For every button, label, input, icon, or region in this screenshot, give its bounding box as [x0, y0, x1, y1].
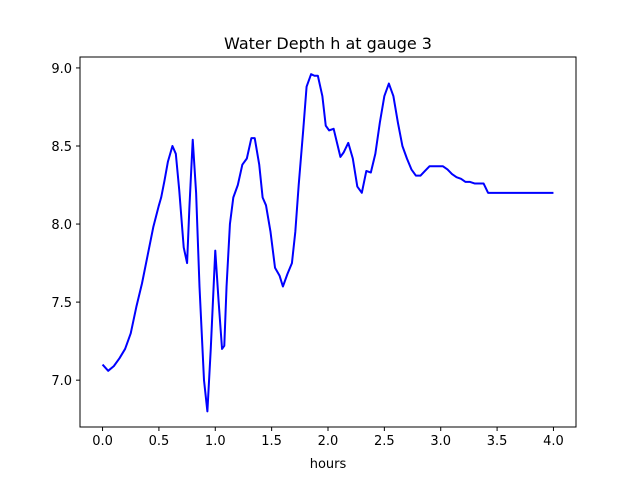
y-tick-label: 8.0 [51, 218, 72, 233]
y-axis: 7.0 7.5 8.0 8.5 9.0 [51, 62, 80, 389]
x-tick-label: 1.0 [205, 434, 226, 449]
x-axis-label: hours [310, 457, 347, 472]
x-tick-label: 2.0 [318, 434, 339, 449]
plot-area [79, 56, 577, 428]
series-line-0 [101, 73, 554, 413]
x-tick-label: 2.5 [374, 434, 395, 449]
x-tick-label: 0.5 [149, 434, 170, 449]
x-tick-label: 3.5 [487, 434, 508, 449]
x-tick-label: 4.0 [543, 434, 564, 449]
y-tick-label: 7.5 [51, 296, 72, 311]
x-tick-label: 0.0 [92, 434, 113, 449]
y-tick-label: 9.0 [51, 62, 72, 77]
x-tick-label: 1.5 [261, 434, 282, 449]
y-tick-label: 7.0 [51, 374, 72, 389]
x-tick-label: 3.0 [430, 434, 451, 449]
plot-background [80, 57, 576, 427]
x-axis: 0.0 0.5 1.0 1.5 2.0 2.5 3.0 3.5 4.0 [92, 427, 564, 449]
y-tick-label: 8.5 [51, 140, 72, 155]
chart-title: Water Depth h at gauge 3 [224, 34, 432, 53]
